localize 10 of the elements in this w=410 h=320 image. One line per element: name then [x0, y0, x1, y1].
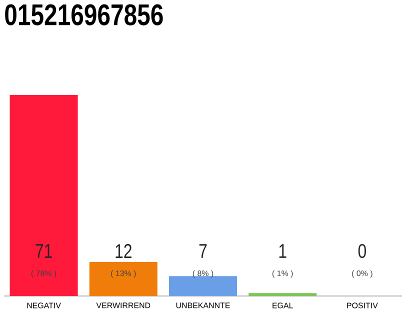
data-label: 1	[279, 244, 286, 258]
bar	[10, 95, 78, 296]
data-label: 71	[36, 244, 52, 258]
bar	[169, 276, 237, 296]
bar	[89, 262, 158, 296]
data-label: 7	[199, 244, 207, 258]
data-label: 12	[116, 244, 132, 258]
bar	[248, 293, 317, 296]
chart-title: 015216967856	[5, 4, 163, 26]
data-label: 0	[358, 244, 366, 258]
